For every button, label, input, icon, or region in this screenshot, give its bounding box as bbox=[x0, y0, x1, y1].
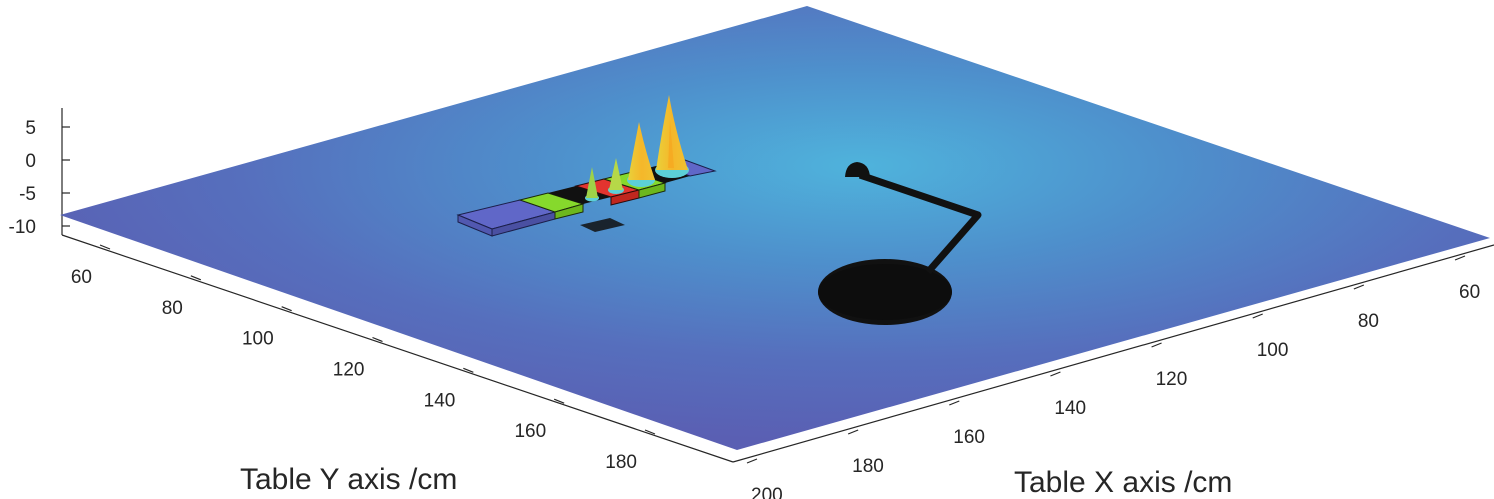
tick-mark bbox=[463, 367, 474, 373]
tick-mark bbox=[553, 398, 565, 404]
y-tick-label: 60 bbox=[71, 267, 92, 288]
x-tick-label: 80 bbox=[1358, 311, 1379, 332]
x-tick-labels: 60 80 100 120 140 160 180 200 bbox=[746, 255, 1480, 499]
peaks bbox=[585, 95, 689, 202]
y-tick-labels: 60 80 100 120 140 160 180 bbox=[71, 244, 656, 473]
y-axis-label: Table Y axis /cm bbox=[240, 463, 457, 496]
lamp-head bbox=[845, 162, 870, 177]
tick-mark bbox=[281, 306, 292, 312]
tick-mark bbox=[847, 429, 859, 435]
x-tick-label: 120 bbox=[1156, 369, 1188, 390]
bar-green-2-front bbox=[638, 182, 666, 199]
x-tick-label: 60 bbox=[1459, 282, 1480, 303]
tick-mark bbox=[1454, 255, 1466, 261]
lamp-arm bbox=[858, 171, 982, 275]
tick-mark bbox=[949, 400, 960, 406]
peak-3 bbox=[608, 158, 624, 194]
x-axis-label: Table X axis /cm bbox=[1014, 466, 1232, 499]
lamp-object bbox=[818, 162, 982, 325]
tick-mark bbox=[746, 458, 758, 464]
z-tick-labels: 5 0 -5 -10 bbox=[9, 118, 70, 238]
tick-mark bbox=[1353, 284, 1365, 290]
surface-plane bbox=[60, 6, 1490, 450]
z-tick-label: -10 bbox=[9, 217, 36, 238]
y-axis-line bbox=[61, 234, 734, 463]
axis-lines bbox=[61, 108, 1494, 463]
y-tick-label: 180 bbox=[605, 452, 637, 473]
tick-mark bbox=[1050, 371, 1061, 377]
tick-mark bbox=[372, 336, 383, 343]
z-tick-label: -5 bbox=[19, 184, 36, 205]
x-tick-label: 180 bbox=[852, 456, 884, 477]
tick-mark bbox=[1151, 342, 1162, 348]
y-tick-label: 160 bbox=[514, 421, 546, 442]
x-tick-label: 100 bbox=[1257, 340, 1289, 361]
x-axis-line bbox=[732, 244, 1494, 463]
peak-1 bbox=[655, 95, 689, 178]
x-tick-label: 140 bbox=[1054, 398, 1086, 419]
y-tick-label: 80 bbox=[162, 298, 183, 319]
z-tick-label: 5 bbox=[25, 118, 36, 139]
tick-mark bbox=[99, 244, 111, 250]
x-tick-label: 160 bbox=[953, 427, 985, 448]
y-tick-label: 120 bbox=[333, 360, 365, 381]
bar-green-1-front bbox=[554, 203, 584, 220]
y-tick-label: 140 bbox=[424, 390, 456, 411]
z-tick-label: 0 bbox=[25, 151, 36, 172]
tick-mark bbox=[190, 275, 202, 281]
y-tick-label: 100 bbox=[242, 329, 274, 350]
x-tick-label: 200 bbox=[751, 485, 783, 499]
tick-mark bbox=[1252, 313, 1263, 319]
tick-mark bbox=[644, 429, 656, 435]
peak-2 bbox=[627, 122, 655, 187]
peak-4 bbox=[585, 167, 599, 202]
bar-shadow bbox=[580, 218, 625, 232]
